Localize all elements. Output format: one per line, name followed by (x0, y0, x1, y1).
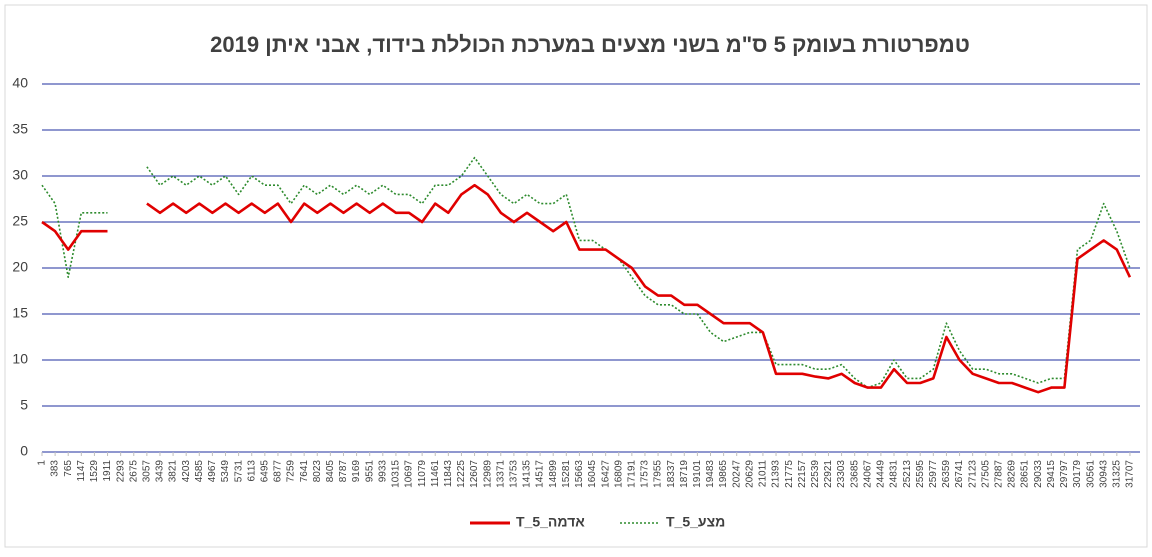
x-tick-label: 25977 (928, 460, 939, 488)
x-tick-label: 15281 (561, 460, 572, 488)
x-tick-label: 19101 (692, 460, 703, 488)
x-tick-label: 20629 (744, 460, 755, 488)
x-tick-label: 24449 (876, 460, 887, 488)
y-tick-label: 15 (12, 305, 28, 321)
x-tick-label: 12989 (482, 460, 493, 488)
series-line (41, 183, 1132, 394)
x-tick-label: 6113 (246, 460, 257, 482)
x-tick-label: 7259 (286, 460, 297, 483)
x-tick-label: 31325 (1111, 460, 1122, 488)
x-tick-label: 23303 (836, 460, 847, 488)
x-tick-label: 14135 (522, 460, 533, 488)
x-tick-label: 27887 (994, 460, 1005, 488)
x-tick-label: 1911 (102, 460, 113, 482)
x-tick-label: 5731 (233, 460, 244, 483)
x-tick-label: 24067 (862, 460, 873, 488)
x-tick-label: 25595 (915, 460, 926, 488)
x-tick-label: 27123 (967, 460, 978, 488)
x-tick-label: 23685 (849, 460, 860, 488)
y-tick-label: 0 (20, 443, 28, 459)
chart-title: טמפרטורת בעומק 5 ס"מ בשני מצעים במערכת ה… (210, 32, 970, 57)
x-tick-label: 1147 (76, 460, 87, 482)
y-tick-label: 20 (12, 259, 28, 275)
y-tick-label: 40 (12, 75, 28, 91)
x-tick-label: 11079 (417, 460, 428, 488)
x-tick-label: 10697 (404, 460, 415, 488)
x-tick-label: 12607 (469, 460, 480, 488)
x-tick-label: 31707 (1125, 460, 1136, 488)
x-tick-label: 18337 (666, 460, 677, 488)
x-tick-label: 8405 (325, 460, 336, 483)
x-tick-label: 26359 (941, 460, 952, 488)
x-tick-label: 22539 (810, 460, 821, 488)
x-tick-label: 30561 (1085, 460, 1096, 488)
x-tick-label: 4585 (194, 460, 205, 483)
x-tick-label: 765 (63, 460, 74, 477)
chart-border (4, 4, 1148, 548)
x-tick-label: 11461 (430, 460, 441, 488)
x-tick-label: 22921 (823, 460, 834, 488)
x-tick-label: 18719 (679, 460, 690, 488)
x-tick-label: 14899 (548, 460, 559, 488)
y-tick-label: 30 (12, 167, 28, 183)
x-tick-label: 8787 (338, 460, 349, 483)
x-tick-label: 9169 (351, 460, 362, 483)
x-tick-label: 1529 (89, 460, 100, 483)
x-tick-label: 383 (50, 460, 61, 477)
x-tick-label: 8023 (312, 460, 323, 483)
x-tick-label: 16427 (600, 460, 611, 488)
x-tick-label: 17191 (626, 460, 637, 488)
x-tick-label: 16045 (587, 460, 598, 488)
legend-label: T_5_אדמה (516, 514, 585, 530)
x-tick-label: 28269 (1007, 460, 1018, 488)
x-tick-label: 6495 (259, 460, 270, 483)
x-tick-label: 29415 (1046, 460, 1057, 488)
x-tick-label: 29797 (1059, 460, 1070, 488)
x-tick-label: 3057 (142, 460, 153, 483)
x-tick-label: 13371 (495, 460, 506, 488)
x-tick-label: 21775 (784, 460, 795, 488)
y-tick-label: 10 (12, 351, 28, 367)
x-tick-label: 26741 (954, 460, 965, 488)
x-tick-label: 13753 (509, 460, 520, 488)
x-tick-label: 30943 (1098, 460, 1109, 488)
x-tick-label: 17573 (640, 460, 651, 488)
x-tick-label: 6877 (273, 460, 284, 483)
x-tick-label: 3821 (168, 460, 179, 483)
x-tick-label: 21393 (771, 460, 782, 488)
x-tick-label: 27505 (980, 460, 991, 488)
x-tick-label: 14517 (535, 460, 546, 488)
x-tick-label: 2293 (115, 460, 126, 483)
x-tick-label: 2675 (128, 460, 139, 483)
x-tick-label: 19483 (705, 460, 716, 488)
x-tick-label: 25213 (902, 460, 913, 488)
x-tick-label: 4967 (207, 460, 218, 483)
x-tick-label: 3439 (155, 460, 166, 483)
legend-label: T_5_מצע (666, 514, 725, 530)
x-tick-label: 12225 (456, 460, 467, 488)
x-tick-label: 4203 (181, 460, 192, 483)
x-tick-label: 20247 (731, 460, 742, 488)
x-tick-label: 5349 (220, 460, 231, 483)
x-tick-label: 10315 (391, 460, 402, 488)
y-tick-label: 25 (12, 213, 28, 229)
x-tick-label: 15663 (574, 460, 585, 488)
x-tick-label: 29033 (1033, 460, 1044, 488)
x-tick-label: 19865 (718, 460, 729, 488)
x-tick-label: 16809 (613, 460, 624, 488)
x-tick-label: 7641 (299, 460, 310, 483)
x-tick-label: 1 (37, 460, 48, 466)
x-tick-label: 17955 (653, 460, 664, 488)
y-tick-label: 5 (20, 397, 28, 413)
x-tick-label: 11843 (443, 460, 454, 488)
x-tick-label: 21011 (758, 460, 769, 488)
x-tick-label: 9933 (377, 460, 388, 483)
x-tick-label: 9551 (364, 460, 375, 483)
x-tick-label: 22157 (797, 460, 808, 488)
y-tick-label: 35 (12, 121, 28, 137)
x-tick-label: 30179 (1072, 460, 1083, 488)
x-tick-label: 24831 (889, 460, 900, 488)
x-tick-label: 28651 (1020, 460, 1031, 488)
